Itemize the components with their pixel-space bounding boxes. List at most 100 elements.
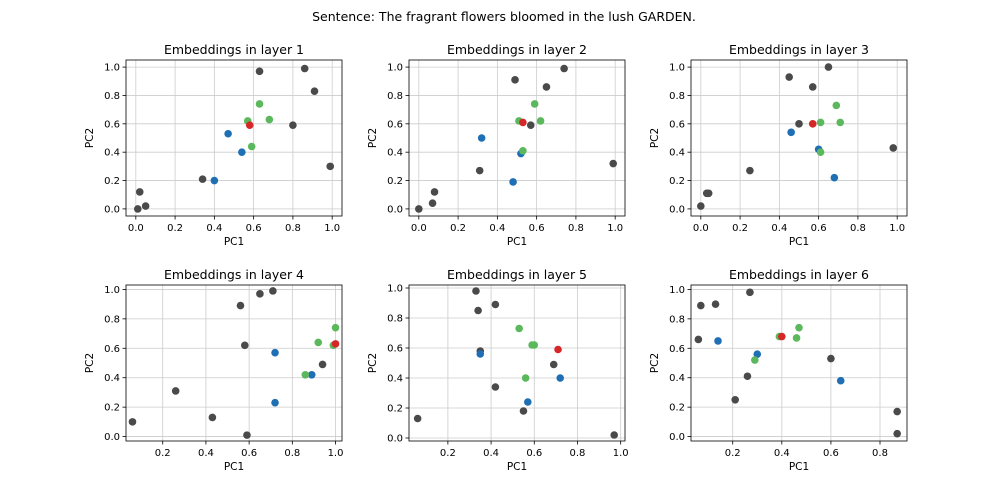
series-blue — [787, 128, 839, 182]
data-point — [816, 148, 825, 156]
data-point — [511, 76, 519, 84]
y-tick-label: 1.0 — [669, 63, 685, 74]
y-tick-label: 0.2 — [669, 403, 685, 414]
series-blue — [477, 134, 525, 186]
x-axis-label: PC1 — [789, 236, 809, 248]
data-point — [198, 175, 207, 183]
data-point — [746, 288, 754, 297]
axes-frame — [690, 284, 908, 442]
data-point — [519, 407, 528, 415]
data-point — [785, 73, 793, 81]
data-point — [472, 287, 480, 295]
data-point — [731, 395, 739, 404]
x-tick-label: 1.0 — [324, 223, 340, 234]
x-tick-label: 0.4 — [198, 448, 214, 459]
data-point — [530, 100, 539, 108]
x-tick-label: 0.6 — [526, 448, 542, 459]
data-point — [889, 144, 898, 152]
data-point — [704, 189, 713, 198]
data-point — [542, 83, 551, 91]
x-tick-label: 0.6 — [246, 223, 262, 234]
data-point — [792, 334, 801, 342]
data-point — [224, 129, 232, 138]
y-tick-label: 0.6 — [104, 344, 120, 355]
x-axis-label: PC1 — [507, 461, 527, 473]
series-green — [515, 100, 545, 155]
data-point — [310, 87, 319, 95]
x-tick-label: 0.0 — [128, 223, 144, 234]
data-point — [491, 383, 500, 391]
series-blue — [210, 129, 246, 185]
y-tick-label: 0.0 — [387, 204, 403, 215]
x-tick-label: 1.0 — [889, 223, 905, 234]
data-point — [255, 100, 264, 108]
y-tick-label: 0.8 — [104, 91, 120, 102]
data-point — [836, 118, 845, 127]
data-point — [778, 332, 786, 341]
y-tick-label: 0.2 — [104, 403, 120, 414]
y-axis-label: PC2 — [649, 128, 661, 148]
data-point — [255, 67, 264, 76]
data-point — [824, 63, 833, 71]
x-tick-label: 0.2 — [450, 223, 466, 234]
data-point — [265, 115, 274, 124]
x-tick-label: 1.0 — [613, 448, 629, 459]
y-tick-label: 0.2 — [387, 176, 403, 187]
data-point — [530, 341, 539, 349]
x-tick-label: 0.8 — [284, 448, 300, 459]
data-point — [808, 120, 817, 128]
y-tick-label: 0.8 — [387, 91, 403, 102]
data-point — [753, 350, 762, 358]
data-point — [271, 398, 279, 407]
data-point — [171, 387, 180, 395]
x-tick-label: 0.4 — [206, 223, 222, 234]
data-point — [515, 324, 523, 333]
x-tick-label: 0.6 — [823, 448, 839, 459]
data-point — [208, 413, 217, 422]
data-point — [256, 290, 264, 298]
x-tick-label: 0.8 — [285, 223, 301, 234]
data-point — [743, 372, 752, 381]
y-tick-label: 1.0 — [669, 285, 685, 296]
subplot-title: Embeddings in layer 2 — [447, 42, 587, 57]
data-point — [519, 146, 527, 155]
axes-frame — [690, 59, 908, 217]
y-axis-label: PC2 — [84, 128, 96, 148]
subplot-title: Embeddings in layer 4 — [164, 267, 304, 282]
x-axis-label: PC1 — [507, 236, 527, 248]
series-other — [413, 287, 618, 439]
subplot-layer-1: Embeddings in layer 1 0.0 0.2 0.4 0.6 0.8 1.0 0… — [84, 42, 343, 248]
data-point — [536, 117, 545, 125]
subplot-layer-2: Embeddings in layer 2 0.0 0.2 0.4 0.6 0.8 1.0 0… — [367, 42, 626, 248]
series-blue — [714, 337, 845, 385]
data-point — [245, 121, 254, 130]
data-point — [243, 431, 251, 439]
x-tick-label: 0.6 — [529, 223, 545, 234]
data-point — [475, 166, 484, 175]
y-tick-label: 0.4 — [669, 148, 685, 159]
series-red — [245, 121, 254, 130]
y-axis-label: PC2 — [367, 353, 379, 373]
y-tick-label: 0.4 — [104, 148, 120, 159]
data-point — [314, 338, 323, 347]
y-tick-label: 0.6 — [387, 344, 403, 355]
x-tick-label: 0.0 — [693, 223, 709, 234]
data-point — [526, 121, 535, 130]
data-point — [711, 300, 720, 308]
series-other — [415, 64, 618, 213]
data-point — [893, 407, 901, 416]
data-point — [519, 118, 527, 127]
x-tick-label: 1.0 — [328, 448, 344, 459]
x-tick-label: 0.4 — [483, 448, 499, 459]
data-point — [135, 188, 144, 196]
series-blue — [271, 348, 316, 407]
y-tick-label: 0.6 — [104, 119, 120, 130]
y-tick-label: 1.0 — [104, 63, 120, 74]
data-point — [133, 205, 142, 213]
y-tick-label: 0.8 — [669, 314, 685, 325]
data-point — [521, 374, 530, 382]
x-axis-label: PC1 — [789, 461, 809, 473]
axes-frame — [408, 59, 626, 217]
data-point — [549, 360, 558, 369]
x-tick-label: 0.6 — [811, 223, 827, 234]
